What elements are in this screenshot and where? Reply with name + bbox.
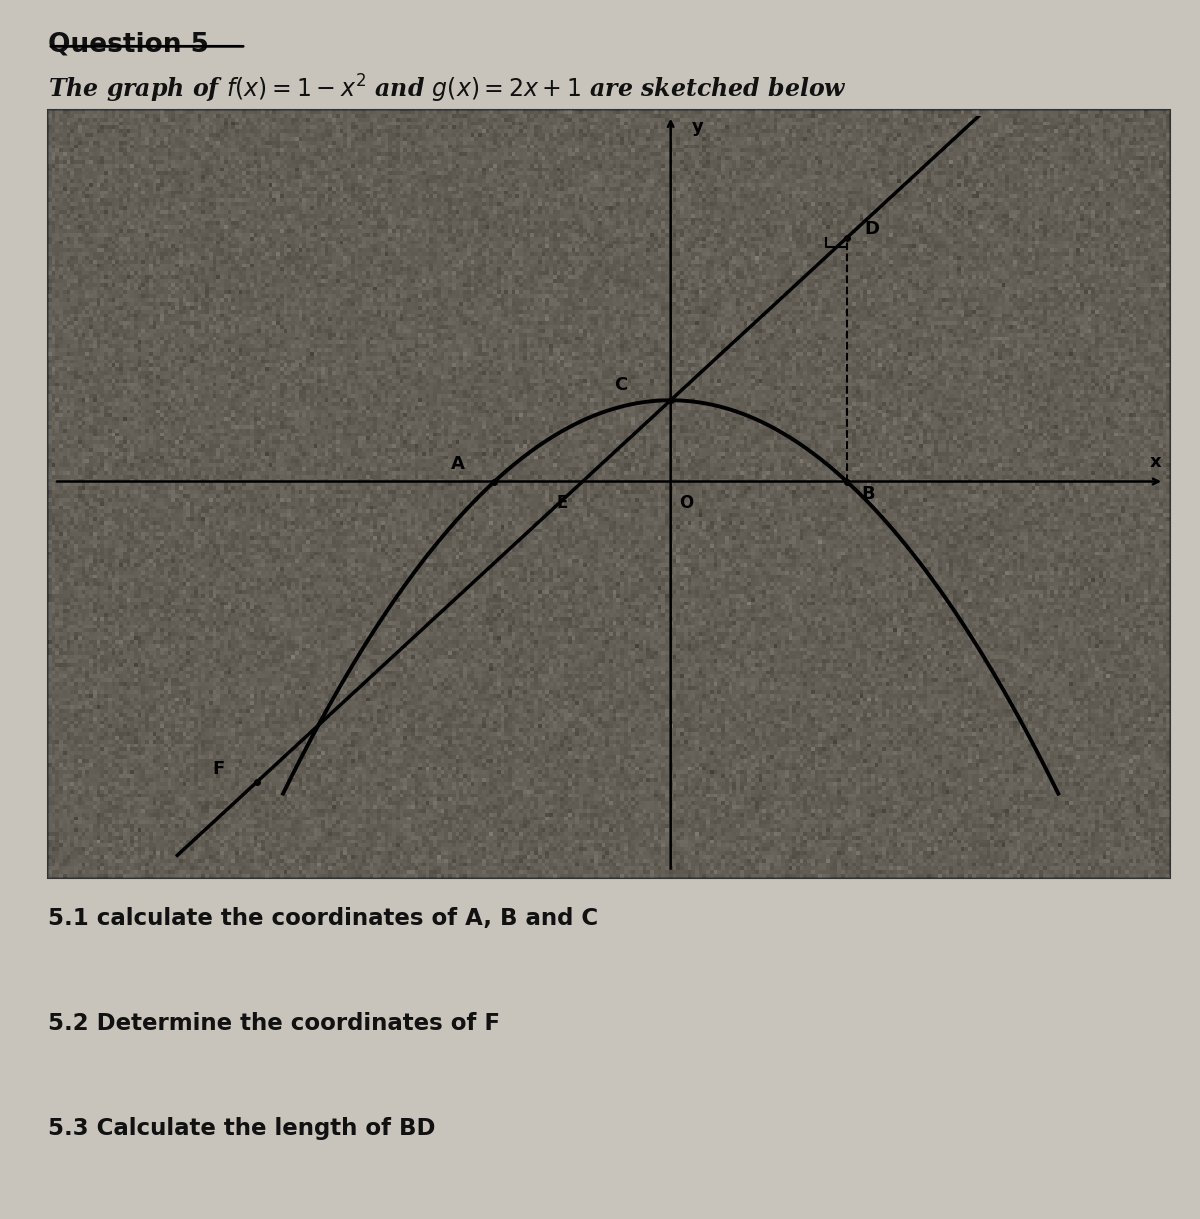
- Text: The graph of $f(x) = 1-x^2$ and $g(x) = 2x+1$ are sketched below: The graph of $f(x) = 1-x^2$ and $g(x) = …: [48, 73, 847, 105]
- Text: C: C: [614, 377, 628, 395]
- Text: B: B: [860, 485, 875, 503]
- Text: y: y: [692, 118, 703, 137]
- Text: A: A: [450, 456, 464, 473]
- Text: F: F: [212, 761, 224, 778]
- Text: 5.2 Determine the coordinates of F: 5.2 Determine the coordinates of F: [48, 1012, 500, 1035]
- Text: Question 5: Question 5: [48, 32, 209, 57]
- Text: D: D: [864, 219, 880, 238]
- Text: x: x: [1150, 453, 1162, 471]
- Text: 5.3 Calculate the length of BD: 5.3 Calculate the length of BD: [48, 1117, 436, 1140]
- Text: E: E: [556, 494, 568, 512]
- Bar: [48, 110, 1170, 878]
- Text: 5.1 calculate the coordinates of A, B and C: 5.1 calculate the coordinates of A, B an…: [48, 907, 598, 930]
- Text: O: O: [679, 494, 694, 512]
